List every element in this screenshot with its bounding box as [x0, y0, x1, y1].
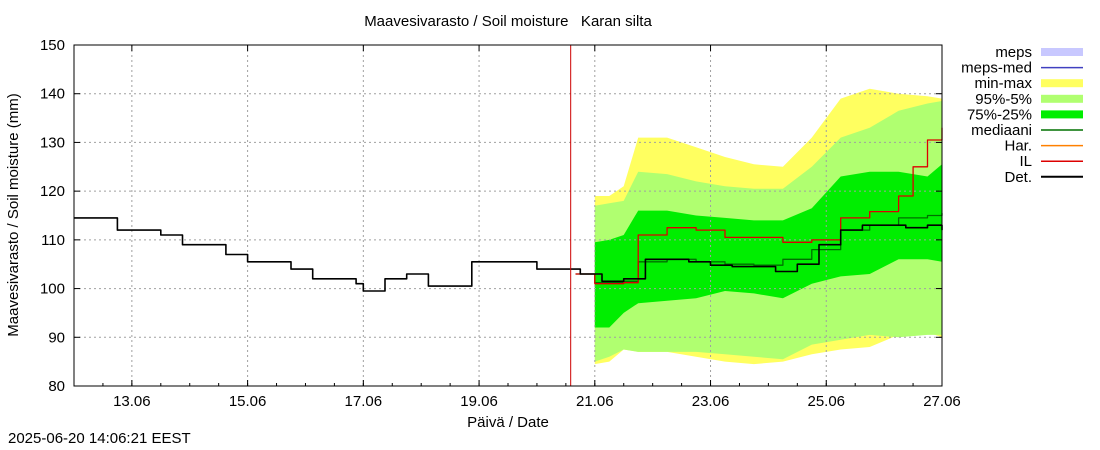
x-tick-label: 19.06 [460, 393, 498, 410]
x-tick-label: 23.06 [692, 393, 730, 410]
x-axis: 13.06 15.06 17.06 19.06 21.06 23.06 25.06 27.06 [73, 45, 961, 410]
legend-label: min-max [974, 75, 1032, 92]
legend-swatch [1041, 110, 1083, 119]
legend: mepsmeps-medmin-max95%-5%75%-25%mediaani… [961, 44, 1083, 186]
grid-layer [74, 45, 942, 386]
timestamp: 2025-06-20 14:06:21 EEST [8, 430, 191, 447]
y-tick-label: 140 [40, 86, 65, 103]
y-tick-label: 90 [48, 329, 65, 346]
legend-swatch [1041, 94, 1083, 103]
x-tick-label: 13.06 [113, 393, 151, 410]
y-tick-label: 150 [40, 37, 65, 54]
y-tick-label: 110 [41, 232, 65, 249]
y-axis: 80 90 100 110 120 130 140 150 [40, 37, 942, 395]
legend-label: meps-med [961, 60, 1032, 77]
chart-title: Maavesivarasto / Soil moisture Karan sil… [364, 13, 652, 30]
legend-label: 95%-5% [975, 91, 1032, 108]
band-75-25- [594, 164, 942, 328]
legend-label: Har. [1004, 138, 1032, 155]
bands-layer [594, 88, 942, 365]
legend-label: IL [1019, 153, 1032, 170]
x-axis-label: Päivä / Date [467, 414, 549, 431]
legend-label: Det. [1004, 169, 1032, 186]
series-line-il [575, 127, 943, 285]
y-tick-label: 80 [48, 378, 65, 395]
series-line-mediaani [575, 213, 943, 284]
x-tick-label: 27.06 [923, 393, 961, 410]
y-tick-label: 100 [40, 281, 65, 298]
x-tick-label: 15.06 [229, 393, 267, 410]
legend-swatch [1041, 48, 1083, 56]
legend-label: mediaani [971, 122, 1032, 139]
legend-label: meps [995, 44, 1032, 61]
y-tick-label: 130 [40, 134, 65, 151]
legend-swatch [1041, 79, 1083, 88]
y-tick-label: 120 [40, 183, 65, 200]
x-tick-label: 25.06 [807, 393, 845, 410]
y-axis-label: Maavesivarasto / Soil moisture (mm) [5, 93, 22, 336]
series-line-det [74, 217, 943, 292]
legend-label: 75%-25% [967, 106, 1032, 123]
x-tick-label: 21.06 [576, 393, 614, 410]
series-layer [74, 127, 943, 292]
x-tick-label: 17.06 [345, 393, 383, 410]
